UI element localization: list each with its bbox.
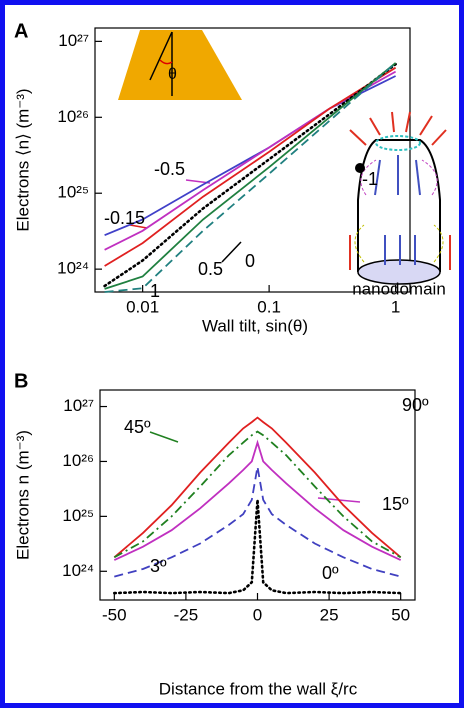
pointer [221,241,242,263]
x-tick-label: 1 [391,297,400,316]
y-tick-label: 10²⁶ [57,107,89,126]
x-axis-label: Distance from the wall ξ/rc [159,679,358,698]
y-tick-label: 10²⁶ [62,451,94,470]
series-label: -0.15 [104,208,145,228]
y-tick-label: 10²⁵ [62,506,94,525]
y-tick-label: 10²⁴ [57,259,89,278]
y-axis-label: Electrons ⟨n⟩ (m⁻³) [13,88,32,231]
series-line [104,66,397,267]
nanodomain-sketch [349,111,451,285]
y-tick-label: 10²⁷ [63,396,94,415]
series-label: 90º [402,395,429,415]
x-tick-label: 50 [391,605,410,624]
x-tick-label: 0.01 [126,297,159,316]
x-tick-label: 0 [253,605,262,624]
panel-label: B [14,370,28,392]
series-line [104,62,397,290]
x-axis-label: Wall tilt, sin(θ) [202,316,308,335]
series-label: -1 [362,169,378,189]
y-tick-label: 10²⁵ [57,183,89,202]
plot-frame [94,27,411,293]
series-line [113,499,402,595]
series-line [114,466,401,578]
y-tick-label: 10²⁴ [62,561,94,580]
series-line [113,439,402,561]
y-tick-label: 10²⁷ [58,31,89,50]
series-label: 0.5 [198,259,223,279]
series-line [103,62,397,288]
series-label: 45º [124,417,151,437]
x-tick-label: 25 [320,605,339,624]
panel-label: A [14,20,28,42]
series-label: 3º [150,556,167,576]
pointer [149,431,179,443]
series-label: -0.5 [154,159,185,179]
series-line [104,62,397,293]
series-label: 1 [150,281,160,301]
y-axis-label: Electrons n (m⁻³) [13,430,32,560]
series-label: 0º [322,563,339,583]
pointer [129,224,148,229]
series-line [113,430,402,559]
x-tick-label: -50 [102,605,127,624]
series-line [113,416,402,558]
inset-trapezoid [118,30,242,100]
x-tick-label: 0.1 [257,297,281,316]
inset-line [149,31,173,81]
series-label: 15º [382,494,409,514]
inset-label: nanodomain [352,279,446,298]
x-tick-label: -25 [174,605,199,624]
series-label: 0 [245,251,255,271]
inset-angle [159,59,173,65]
inset-theta: θ [168,66,177,83]
